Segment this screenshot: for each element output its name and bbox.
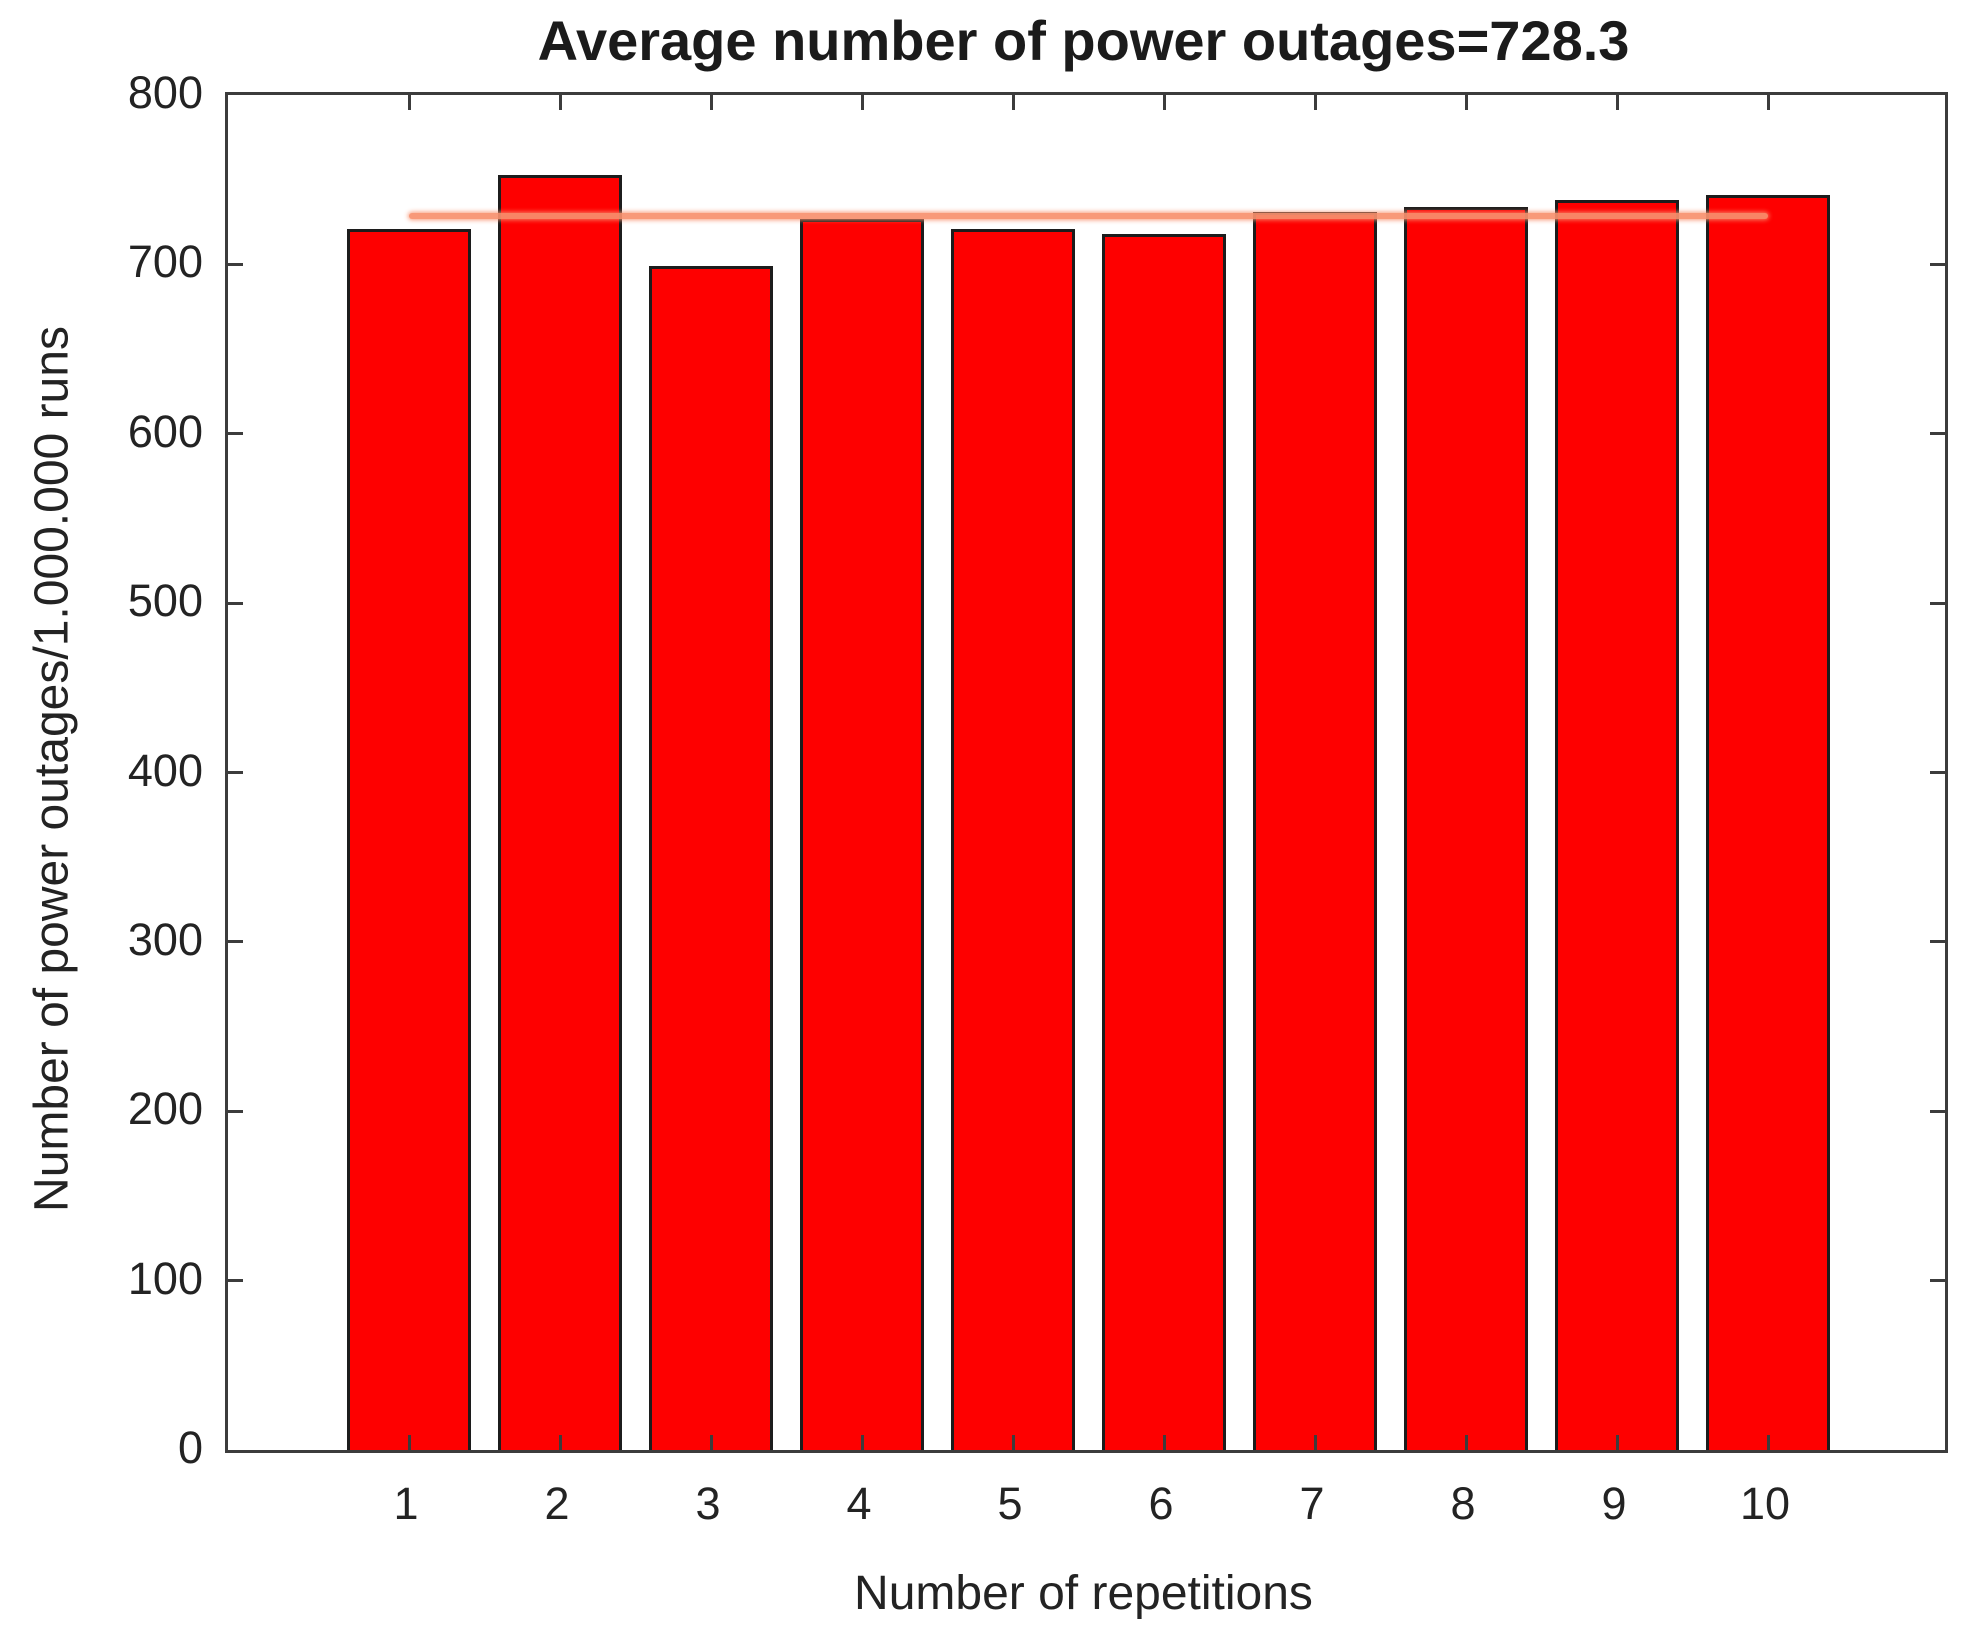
x-tick-bottom [1615,1435,1619,1450]
x-tick-top [709,95,713,110]
y-tick-label: 300 [127,913,203,965]
x-tick-bottom [860,1435,864,1450]
bar-9 [1555,200,1679,1450]
x-tick-top [1313,95,1317,110]
y-tick-right [1930,1109,1945,1113]
x-tick-label: 9 [1601,1478,1627,1529]
y-tick-right [1930,1279,1945,1283]
y-tick-right [1930,432,1945,436]
x-tick-label: 4 [846,1478,872,1529]
x-tick-label: 2 [544,1478,570,1529]
y-tick-label: 600 [127,405,203,457]
y-tick-label: 700 [127,236,203,288]
x-tick-bottom [1766,1435,1770,1450]
y-tick-right [1930,940,1945,944]
x-tick-bottom [1162,1435,1166,1450]
x-tick-top [1464,95,1468,110]
bar-3 [649,266,773,1450]
x-axis-label: Number of repetitions [854,1567,1313,1620]
y-tick-left [228,940,243,944]
y-tick-left [228,432,243,436]
x-tick-label: 7 [1299,1478,1325,1529]
x-tick-label: 10 [1739,1478,1791,1529]
bar-7 [1253,212,1377,1450]
bar-2 [498,175,622,1450]
x-tick-top [1615,95,1619,110]
bar-8 [1404,207,1528,1450]
bar-1 [347,229,471,1450]
x-tick-bottom [1011,1435,1015,1450]
y-tick-left [228,771,243,774]
x-tick-bottom [407,1435,411,1450]
plot-area [225,92,1948,1453]
x-tick-top [558,95,562,110]
x-tick-label: 5 [997,1478,1023,1529]
chart-title: Average number of power outages=728.3 [537,9,1630,72]
y-tick-label: 200 [127,1083,203,1135]
bar-10 [1706,195,1830,1450]
x-tick-top [1011,95,1015,110]
x-tick-label: 8 [1450,1478,1476,1529]
y-tick-right [1930,262,1945,266]
y-tick-left [228,1109,243,1113]
y-tick-right [1930,601,1945,605]
y-tick-label: 100 [127,1252,203,1304]
y-tick-label: 500 [127,575,203,627]
bar-4 [800,219,924,1450]
bar-6 [1102,234,1226,1450]
x-tick-top [407,95,411,110]
y-tick-right [1930,771,1945,774]
x-tick-label: 3 [695,1478,721,1529]
x-tick-bottom [1313,1435,1317,1450]
x-tick-top [1766,95,1770,110]
y-tick-left [228,1279,243,1283]
y-tick-label: 800 [127,67,203,118]
x-tick-label: 6 [1148,1478,1174,1529]
x-tick-bottom [709,1435,713,1450]
x-tick-bottom [1464,1435,1468,1450]
x-tick-top [860,95,864,110]
y-axis-label: Number of power outages/1.000.000 runs [25,326,79,1212]
y-tick-label: 0 [177,1422,203,1473]
x-tick-top [1162,95,1166,110]
y-tick-left [228,601,243,605]
y-tick-label: 400 [127,744,203,796]
average-line [409,213,1768,219]
y-tick-left [228,262,243,266]
x-tick-bottom [558,1435,562,1450]
bar-5 [951,229,1075,1450]
x-tick-label: 1 [393,1478,419,1529]
